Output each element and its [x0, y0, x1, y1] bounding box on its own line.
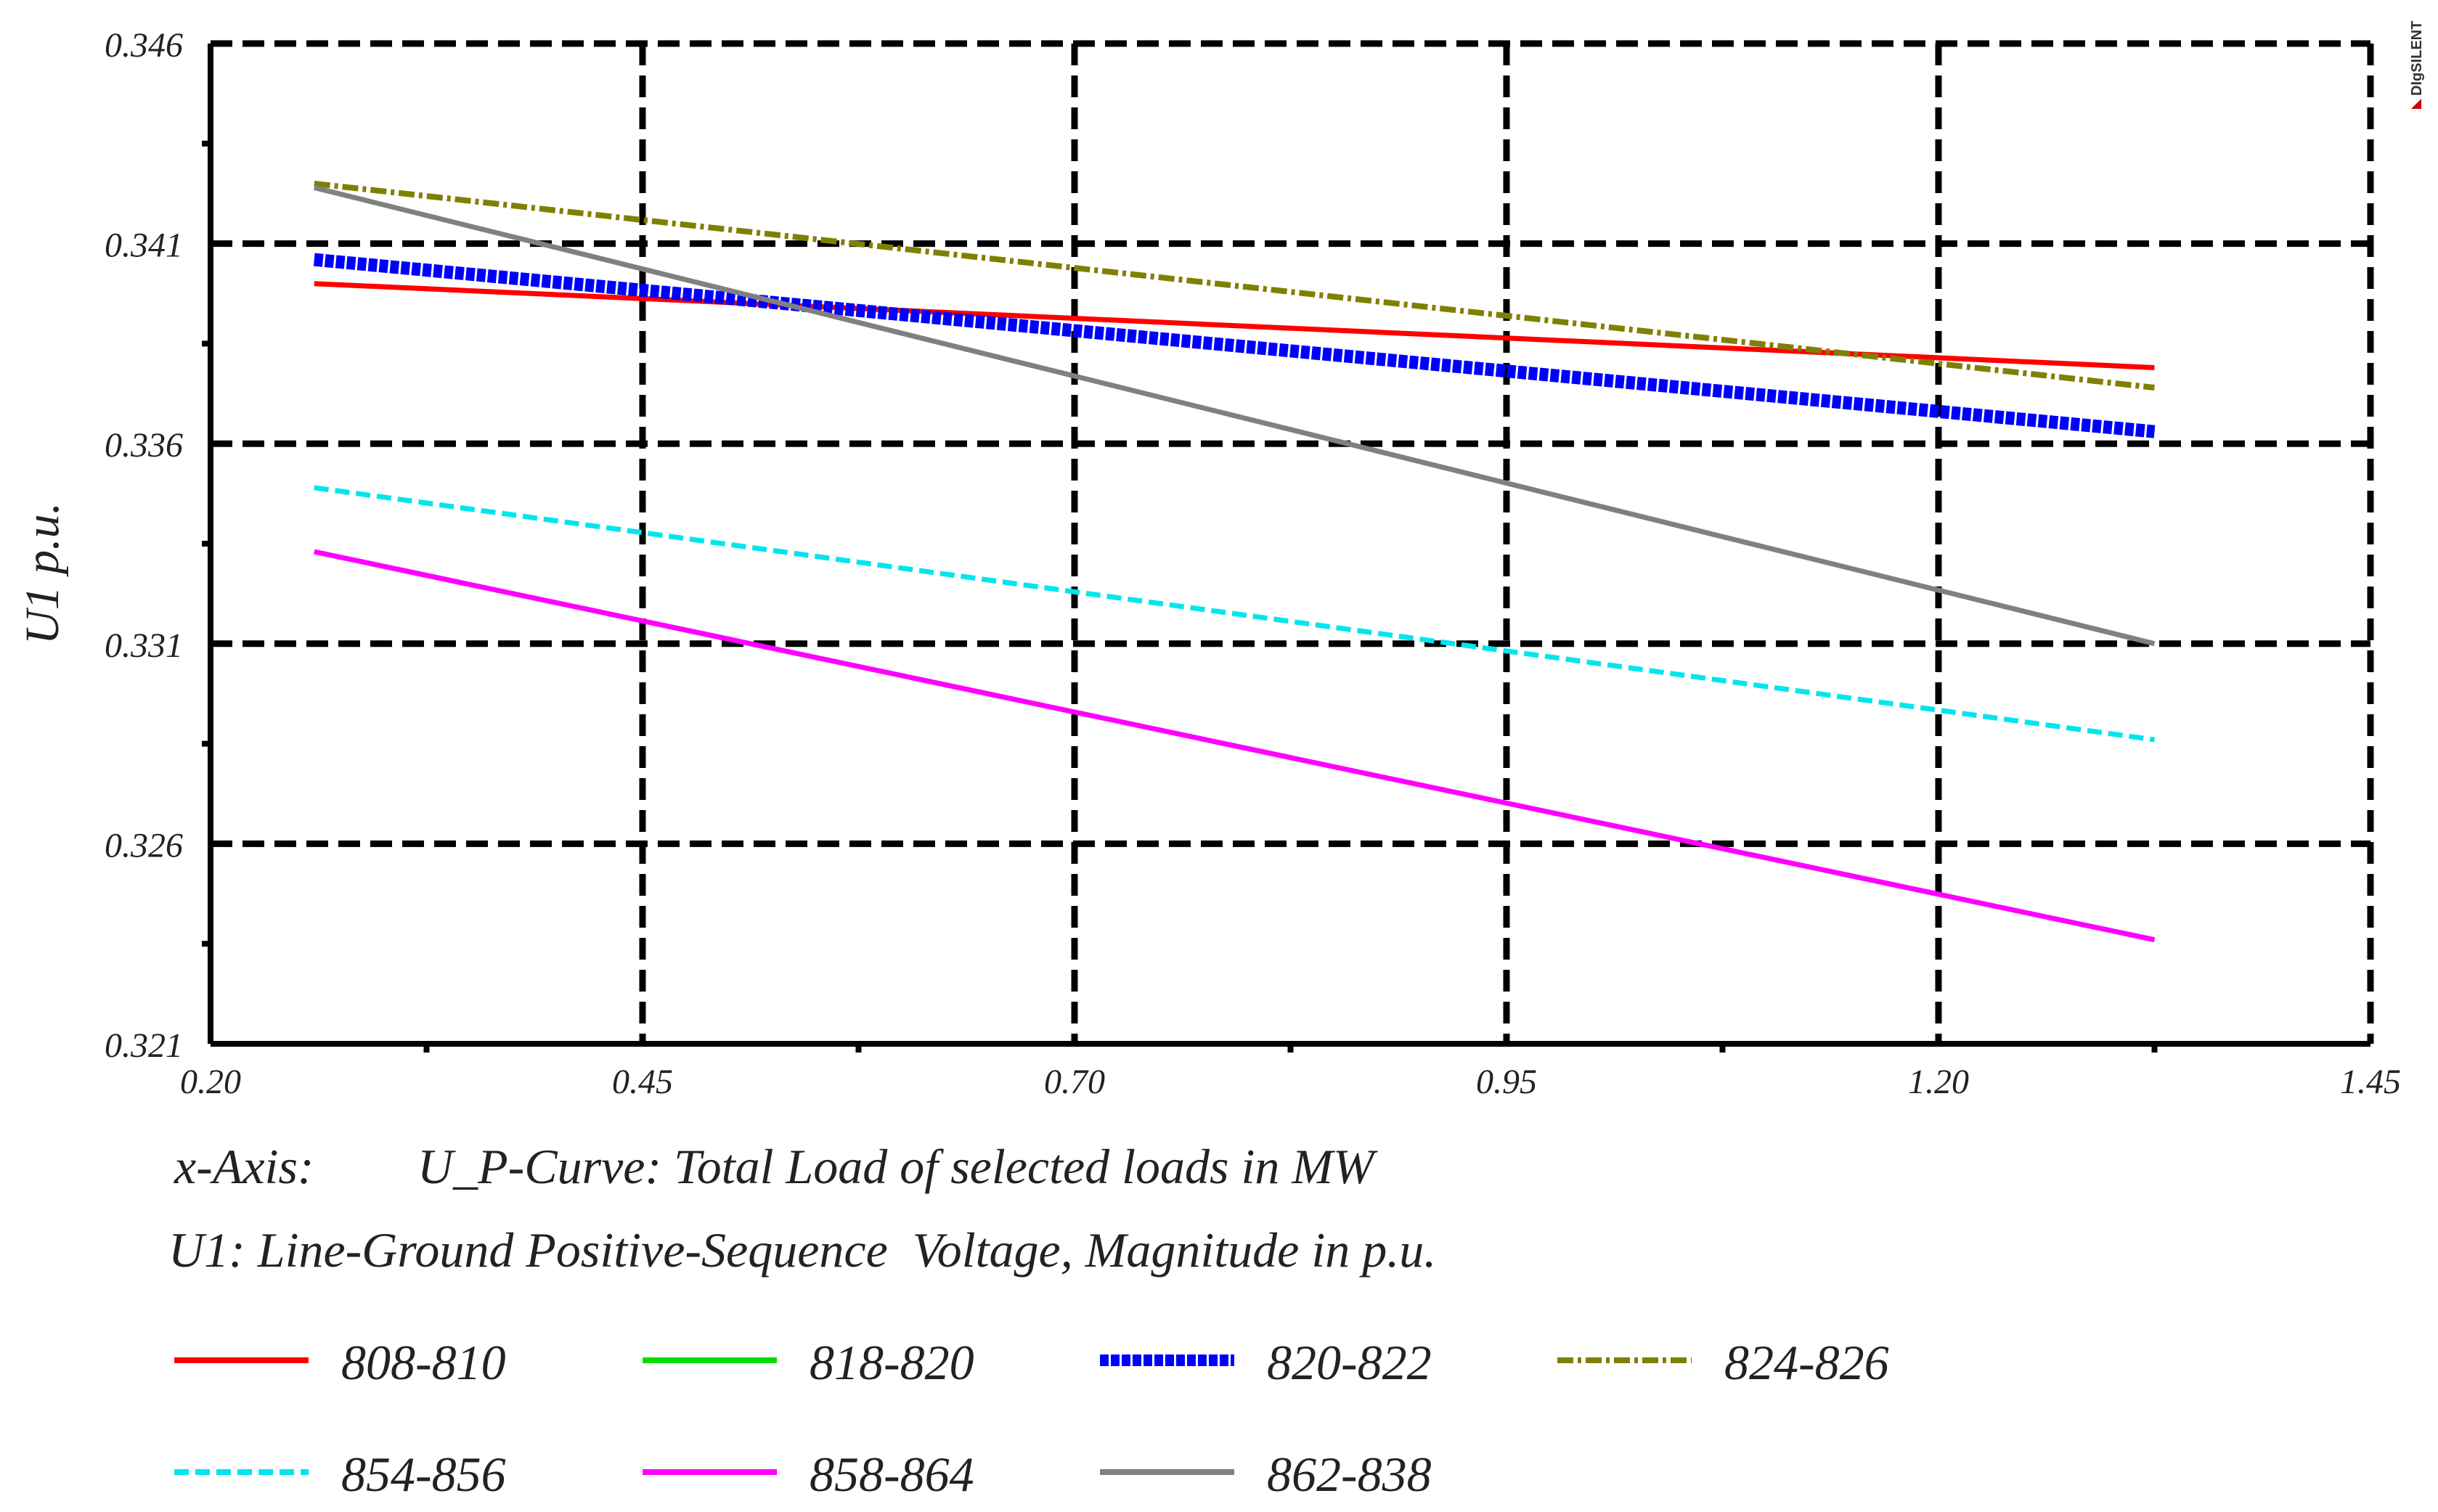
y-tick-label: 0.336 [105, 426, 183, 465]
x-tick-label: 0.45 [612, 1063, 673, 1101]
legend: 808-810 818-820 820-822 824-826 854-856 858-8… [174, 1335, 1889, 1502]
tick-labels: 0.20 0.45 0.70 0.95 1.20 1.45 0.321 0.326 0.331 0… [105, 26, 2401, 1101]
legend-label: 854-856 [341, 1447, 506, 1502]
series-line-820-822 [313, 253, 2156, 438]
x-tick-label: 0.70 [1044, 1063, 1105, 1101]
y-axis-label: U1 p.u. [16, 502, 69, 645]
legend-item-818-820: 818-820 [643, 1335, 974, 1390]
legend-item-858-864: 858-864 [643, 1447, 974, 1502]
x-axis-description: U_P-Curve: Total Load of selected loads … [417, 1139, 1378, 1194]
x-tick-label: 0.95 [1476, 1063, 1537, 1101]
legend-item-854-856: 854-856 [174, 1447, 506, 1502]
series-line-854-856 [314, 485, 2155, 743]
x-tick-label: 1.20 [1908, 1063, 1969, 1101]
x-tick-label: 1.45 [2340, 1063, 2401, 1101]
y-tick-label: 0.341 [105, 226, 183, 265]
legend-label: 862-838 [1267, 1447, 1432, 1502]
y-tick-label: 0.321 [105, 1026, 183, 1065]
plot-frame [202, 40, 2374, 1053]
y-tick-label: 0.331 [105, 626, 183, 665]
brand-triangle-icon [2411, 99, 2421, 109]
y-tick-label: 0.346 [105, 26, 183, 65]
x-tick-label: 0.20 [180, 1063, 241, 1101]
series-layer [313, 180, 2156, 943]
brand-text: DIgSILENT [2409, 21, 2425, 96]
series-line-808-810 [314, 281, 2155, 370]
x-axis-prefix: x-Axis: [174, 1139, 314, 1194]
legend-item-820-822: 820-822 [1100, 1335, 1432, 1390]
legend-item-808-810: 808-810 [174, 1335, 506, 1390]
legend-label: 808-810 [341, 1335, 506, 1390]
legend-label: 818-820 [810, 1335, 974, 1390]
legend-item-862-838: 862-838 [1100, 1447, 1432, 1502]
variable-description: U1: Line-Ground Positive-Sequence Voltag… [168, 1222, 1436, 1278]
brand-logo: DIgSILENT [2409, 21, 2425, 109]
legend-label: 824-826 [1724, 1335, 1889, 1390]
grid-layer [211, 44, 2370, 1044]
legend-item-824-826: 824-826 [1557, 1335, 1889, 1390]
y-tick-label: 0.326 [105, 826, 183, 865]
legend-label: 820-822 [1267, 1335, 1432, 1390]
series-line-862-838 [313, 185, 2156, 647]
series-line-858-864 [314, 549, 2156, 943]
legend-label: 858-864 [810, 1447, 974, 1502]
series-line-824-826 [314, 180, 2155, 391]
